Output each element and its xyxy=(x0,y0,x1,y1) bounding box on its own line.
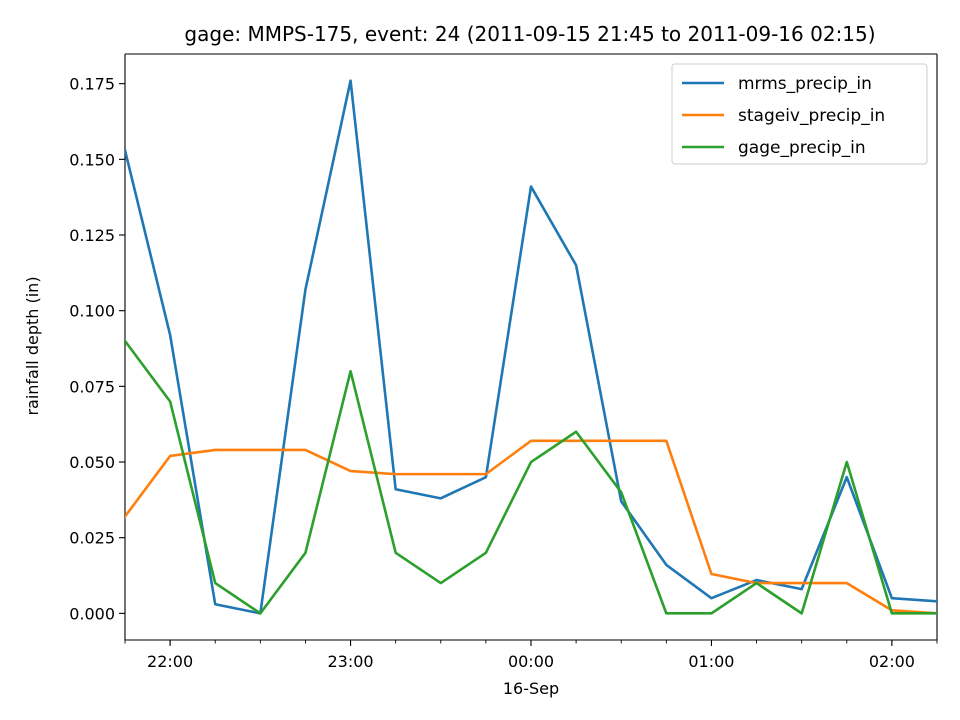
y-tick-label: 0.075 xyxy=(69,377,115,396)
x-tick-label: 02:00 xyxy=(869,652,915,671)
chart-title: gage: MMPS-175, event: 24 (2011-09-15 21… xyxy=(184,22,875,46)
x-tick-label: 01:00 xyxy=(688,652,734,671)
y-tick-label: 0.100 xyxy=(69,302,115,321)
x-tick-label: 22:00 xyxy=(147,652,193,671)
y-tick-label: 0.000 xyxy=(69,604,115,623)
series-line-gage_precip_in xyxy=(125,339,937,615)
legend: mrms_precip_in stageiv_precip_in gage_prec… xyxy=(671,63,928,165)
legend-box xyxy=(671,63,928,165)
legend-entry-label: gage_precip_in xyxy=(738,138,866,158)
y-tick-label: 0.150 xyxy=(69,150,115,169)
series-layer xyxy=(125,79,937,615)
y-tick-label: 0.175 xyxy=(69,75,115,94)
y-axis: 0.000 0.025 0.050 0.075 0.100 0.125 0.150 0.175 xyxy=(69,75,125,623)
y-tick-label: 0.050 xyxy=(69,453,115,472)
y-axis-label: rainfall depth (in) xyxy=(23,276,42,415)
legend-entry-label: mrms_precip_in xyxy=(738,74,872,94)
x-axis: 22:00 23:00 00:00 01:00 02:00 xyxy=(124,640,938,671)
x-tick-label: 00:00 xyxy=(508,652,554,671)
series-line-stageiv_precip_in xyxy=(125,439,937,615)
legend-entry-label: stageiv_precip_in xyxy=(738,106,885,126)
y-tick-label: 0.125 xyxy=(69,226,115,245)
x-axis-label: 16-Sep xyxy=(503,679,559,698)
y-tick-label: 0.025 xyxy=(69,529,115,548)
x-tick-label: 23:00 xyxy=(328,652,374,671)
